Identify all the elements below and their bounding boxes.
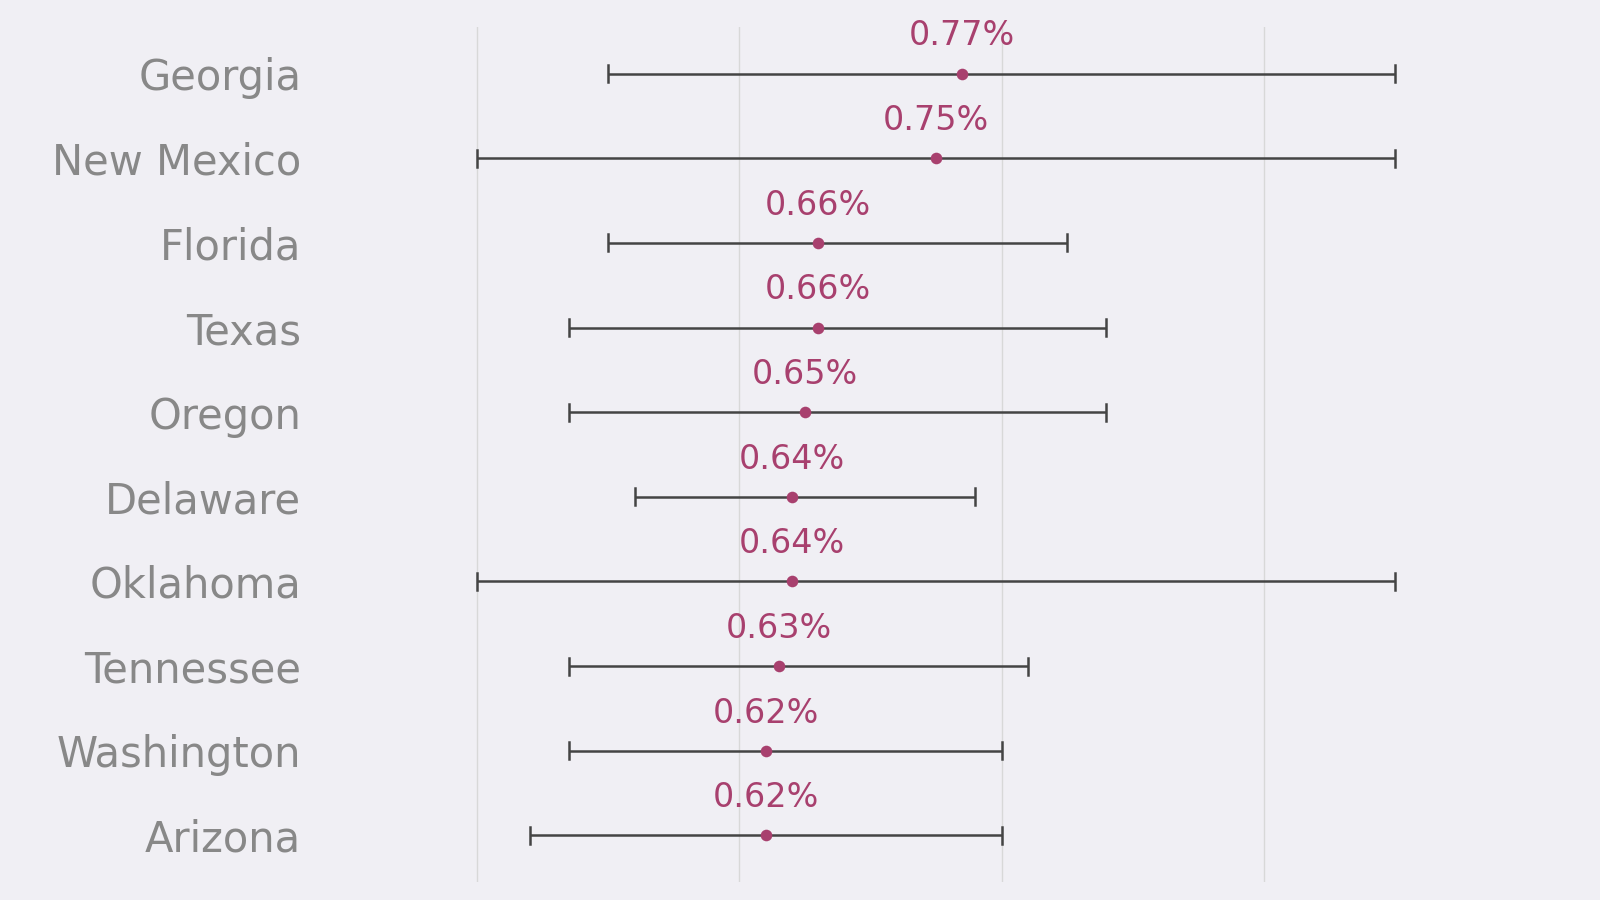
Text: 0.62%: 0.62% <box>712 697 819 730</box>
Point <box>779 490 805 504</box>
Text: 0.64%: 0.64% <box>739 443 845 476</box>
Point <box>766 659 792 673</box>
Text: 0.75%: 0.75% <box>883 104 989 137</box>
Point <box>923 151 949 166</box>
Point <box>805 320 830 335</box>
Point <box>779 574 805 589</box>
Text: 0.64%: 0.64% <box>739 527 845 561</box>
Text: 0.66%: 0.66% <box>765 274 870 306</box>
Text: 0.63%: 0.63% <box>725 612 832 645</box>
Text: 0.66%: 0.66% <box>765 189 870 221</box>
Point <box>754 743 779 758</box>
Point <box>805 236 830 250</box>
Point <box>754 828 779 842</box>
Point <box>792 405 818 419</box>
Point <box>949 67 974 81</box>
Text: 0.77%: 0.77% <box>909 20 1016 52</box>
Text: 0.62%: 0.62% <box>712 781 819 815</box>
Text: 0.65%: 0.65% <box>752 358 858 391</box>
